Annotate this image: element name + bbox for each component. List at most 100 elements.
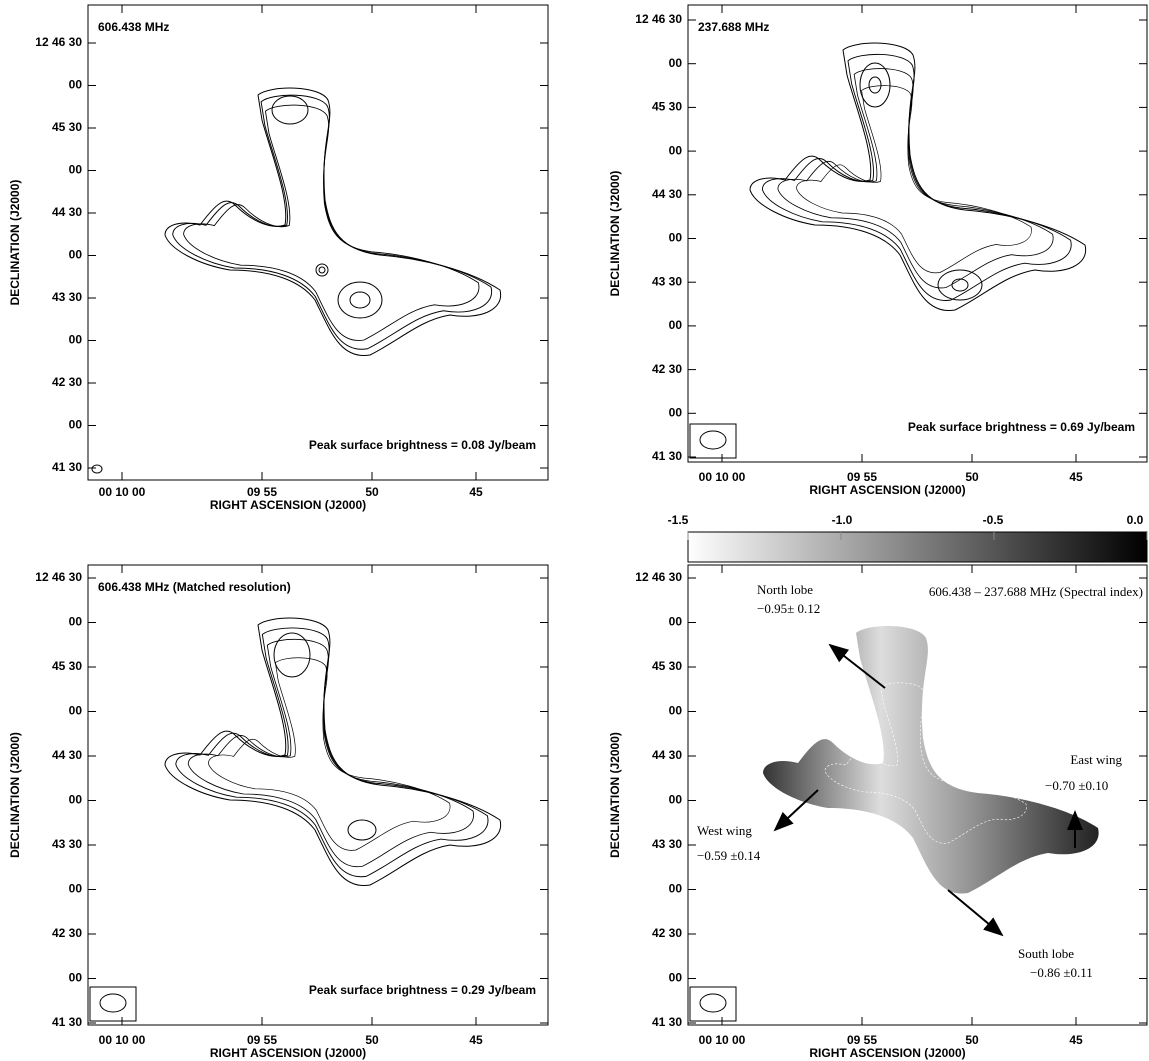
y-tick-label: 41 30 <box>652 449 682 463</box>
frame <box>687 4 1148 463</box>
y-axis-label: DECLINATION (J2000) <box>608 171 622 297</box>
contours <box>91 87 502 474</box>
x-tick-label: 45 <box>1069 470 1083 484</box>
y-tick-label: 42 30 <box>52 375 82 389</box>
annotation-name: South lobe <box>1018 946 1074 961</box>
y-tick-label: 00 <box>69 704 83 718</box>
x-tick-label: 09 55 <box>847 470 877 484</box>
y-tick-label: 42 30 <box>652 362 682 376</box>
y-tick-label: 42 30 <box>52 926 82 940</box>
colorbar-tick-label: -1.0 <box>832 513 853 527</box>
y-tick-label: 45 30 <box>52 659 82 673</box>
beam <box>699 430 727 450</box>
colorbar-tick-label: 0.0 <box>1127 513 1144 527</box>
x-tick-label: 09 55 <box>247 485 277 499</box>
y-tick-label: 41 30 <box>52 460 82 474</box>
panel-label: 606.438 MHz (Matched resolution) <box>98 580 291 594</box>
x-axis-label: RIGHT ASCENSION (J2000) <box>809 483 965 497</box>
peak-label: Peak surface brightness = 0.29 Jy/beam <box>309 983 536 997</box>
annotation-name: West wing <box>697 823 752 838</box>
x-tick-label: 09 55 <box>247 1033 277 1047</box>
y-tick-label: 00 <box>69 793 83 807</box>
x-tick-label: 45 <box>1069 1033 1083 1047</box>
y-tick-label: 00 <box>69 418 83 432</box>
contours <box>749 42 1087 312</box>
y-tick-label: 00 <box>669 971 683 985</box>
annotation-index: −0.95± 0.12 <box>757 601 820 616</box>
y-tick-label: 00 <box>669 405 683 419</box>
spectral-map <box>763 626 1099 894</box>
y-tick-label: 00 <box>669 615 683 629</box>
x-tick-label: 45 <box>469 485 483 499</box>
y-tick-label: 00 <box>69 615 83 629</box>
x-tick-label: 50 <box>365 1033 379 1047</box>
y-tick-label: 12 46 30 <box>635 570 682 584</box>
y-tick-label: 43 30 <box>652 837 682 851</box>
y-tick-label: 44 30 <box>52 205 82 219</box>
x-tick-label: 50 <box>965 470 979 484</box>
y-tick-label: 00 <box>69 248 83 262</box>
annotation-index: −0.70 ±0.10 <box>1045 778 1108 793</box>
panel-label: 606.438 – 237.688 MHz (Spectral index) <box>929 584 1143 599</box>
y-tick-label: 00 <box>669 56 683 70</box>
y-tick-label: 00 <box>69 971 83 985</box>
y-axis-label: DECLINATION (J2000) <box>8 732 22 858</box>
y-tick-label: 45 30 <box>652 100 682 114</box>
y-tick-label: 45 30 <box>52 120 82 134</box>
x-tick-label: 45 <box>469 1033 483 1047</box>
y-tick-label: 44 30 <box>52 748 82 762</box>
colorbar-tick-label: -1.5 <box>668 513 689 527</box>
y-tick-label: 41 30 <box>652 1015 682 1029</box>
peak-label: Peak surface brightness = 0.08 Jy/beam <box>309 438 536 452</box>
beam <box>99 993 127 1013</box>
colorbar-tick-label: -0.5 <box>983 513 1004 527</box>
panel-label: 606.438 MHz <box>98 20 169 34</box>
x-tick-label: 00 10 00 <box>699 1033 746 1047</box>
y-tick-label: 44 30 <box>652 748 682 762</box>
frame <box>87 564 549 1026</box>
x-tick-label: 00 10 00 <box>699 470 746 484</box>
colorbar <box>687 531 1148 563</box>
beam-box <box>689 423 737 459</box>
x-axis-label: RIGHT ASCENSION (J2000) <box>210 498 366 512</box>
y-tick-label: 00 <box>669 882 683 896</box>
beam-box <box>689 986 737 1022</box>
y-tick-label: 00 <box>669 318 683 332</box>
y-tick-label: 43 30 <box>52 837 82 851</box>
annotation-name: North lobe <box>757 582 813 597</box>
x-tick-label: 09 55 <box>847 1033 877 1047</box>
x-tick-label: 50 <box>365 485 379 499</box>
y-tick-label: 00 <box>669 793 683 807</box>
x-tick-label: 00 10 00 <box>99 1033 146 1047</box>
x-axis-label: RIGHT ASCENSION (J2000) <box>210 1046 366 1060</box>
y-axis-label: DECLINATION (J2000) <box>8 180 22 306</box>
y-tick-label: 12 46 30 <box>35 35 82 49</box>
y-tick-label: 00 <box>69 163 83 177</box>
x-tick-label: 50 <box>965 1033 979 1047</box>
y-tick-label: 43 30 <box>52 290 82 304</box>
beam <box>699 993 727 1013</box>
y-tick-label: 42 30 <box>652 926 682 940</box>
y-tick-label: 44 30 <box>652 187 682 201</box>
frame <box>87 4 549 481</box>
beam-box <box>89 986 137 1022</box>
y-tick-label: 41 30 <box>52 1015 82 1029</box>
y-tick-label: 00 <box>669 231 683 245</box>
y-tick-label: 43 30 <box>652 274 682 288</box>
annotation-index: −0.59 ±0.14 <box>697 848 761 863</box>
arrows <box>773 643 1083 937</box>
y-tick-label: 00 <box>69 882 83 896</box>
y-tick-label: 12 46 30 <box>635 12 682 26</box>
y-tick-label: 00 <box>69 78 83 92</box>
contours <box>164 617 502 887</box>
y-axis-label: DECLINATION (J2000) <box>608 732 622 858</box>
panel-label: 237.688 MHz <box>698 20 769 34</box>
annotation-index: −0.86 ±0.11 <box>1030 965 1093 980</box>
peak-label: Peak surface brightness = 0.69 Jy/beam <box>908 420 1135 434</box>
annotation-name: East wing <box>1070 752 1122 767</box>
y-tick-label: 45 30 <box>652 659 682 673</box>
y-tick-label: 12 46 30 <box>35 570 82 584</box>
y-tick-label: 00 <box>669 704 683 718</box>
x-axis-label: RIGHT ASCENSION (J2000) <box>809 1046 965 1060</box>
